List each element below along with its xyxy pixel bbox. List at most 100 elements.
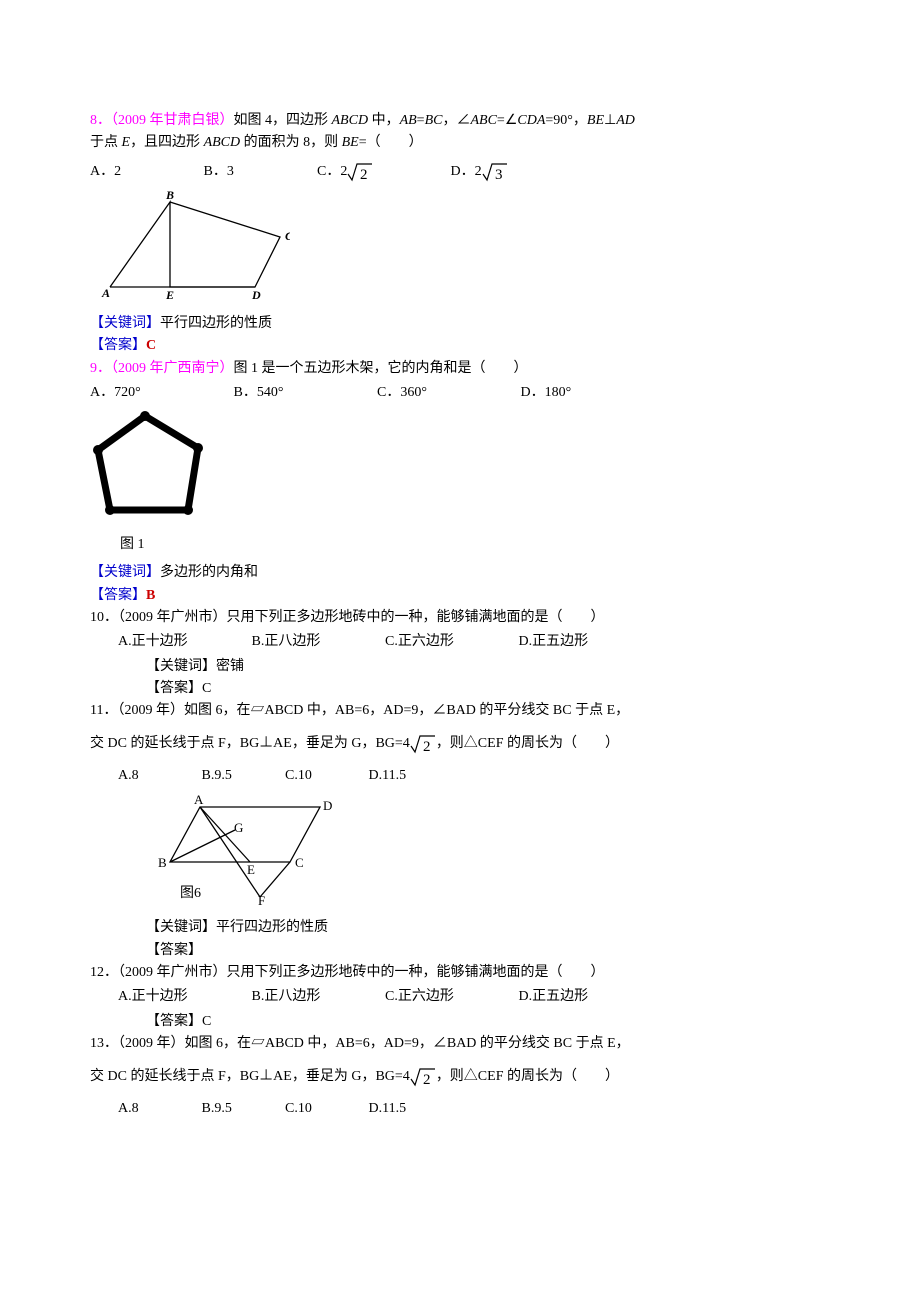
sqrt-icon: 3 [482, 161, 508, 183]
q10-answer: 【答案】C [90, 678, 830, 700]
lbl-C: C [285, 229, 290, 243]
q9-figure [90, 408, 830, 531]
q8-bc: BC [425, 113, 443, 128]
ang1: ∠ [456, 113, 470, 128]
q9-choices: A．720° B．540° C．360° D．180° [90, 382, 830, 404]
q13-line2: 交 DC 的延长线于点 F，BG⊥AE，垂足为 G，BG=42，则△CEF 的周… [90, 1066, 830, 1089]
q11-svg: A D B C E F G 图6 [150, 792, 350, 907]
q12-ans-value: C [202, 1014, 211, 1029]
q11-l2a: 交 DC 的延长线于点 F，BG⊥AE，垂足为 G，BG=4 [90, 736, 410, 751]
q11-answer: 【答案】 [90, 940, 830, 962]
q11-figure: A D B C E F G 图6 [150, 792, 830, 915]
q8-abc: ABC [470, 113, 496, 128]
q10-choice-b: B.正八边形 [252, 631, 382, 653]
q9-source: （2009 年广西南宁） [111, 361, 234, 376]
q8-abcd2: ABCD [204, 135, 241, 150]
q10-choices: A.正十边形 B.正八边形 C.正六边形 D.正五边形 [90, 631, 830, 653]
q13-choice-b: B.9.5 [202, 1098, 282, 1120]
sqrt-icon: 2 [410, 733, 436, 755]
q8-l2d: =（ ） [359, 135, 423, 150]
q8-choice-a: A．2 [90, 161, 200, 183]
lbl-E2: E [247, 862, 255, 877]
q8-answer: 【答案】C [90, 335, 830, 357]
q9-number: 9． [90, 361, 111, 376]
sqrt-icon: 2 [410, 1066, 436, 1088]
q8-kw-label: 【关键词】 [90, 316, 160, 331]
q13-choice-c: C.10 [285, 1098, 365, 1120]
q11-choice-a: A.8 [118, 765, 198, 787]
q10-choice-c: C.正六边形 [385, 631, 515, 653]
ang2: ∠ [505, 113, 518, 128]
q11-keyword: 【关键词】平行四边形的性质 [90, 917, 830, 939]
q9-keyword: 【关键词】多边形的内角和 [90, 562, 830, 584]
q8-ad: AD [616, 113, 635, 128]
q13-l2b: ，则△CEF 的周长为（ ） [436, 1069, 619, 1084]
lbl-B2: B [158, 855, 167, 870]
q11-line1: 11．（2009 年）如图 6，在▱ABCD 中，AB=6，AD=9，∠BAD … [90, 700, 830, 722]
q12-choice-a: A.正十边形 [118, 986, 248, 1008]
q8-cda: CDA [517, 113, 545, 128]
q8-ab: AB [400, 113, 417, 128]
lbl-A2: A [194, 792, 204, 807]
q9-choice-b: B．540° [234, 382, 374, 404]
q8d-rad: 3 [495, 167, 503, 183]
q9-answer: 【答案】B [90, 585, 830, 607]
q8-source: （2009 年甘肃白银） [111, 113, 234, 128]
q10-kw-label: 【关键词】 [146, 659, 216, 674]
q9-kw-text: 多边形的内角和 [160, 565, 258, 580]
lbl-C2: C [295, 855, 304, 870]
q11-rad: 2 [423, 739, 431, 755]
q8-number: 8． [90, 113, 111, 128]
q11-kw-label: 【关键词】 [146, 920, 216, 935]
lbl-E: E [165, 288, 174, 302]
q12-choice-c: C.正六边形 [385, 986, 515, 1008]
q9-ans-value: B [146, 588, 155, 603]
q9-kw-label: 【关键词】 [90, 565, 160, 580]
q8-ans-value: C [146, 338, 156, 353]
q8-choice-c: C．2 2 [317, 161, 447, 184]
q8-keyword: 【关键词】平行四边形的性质 [90, 313, 830, 335]
q11-ans-label: 【答案】 [146, 943, 202, 958]
q9-line1: 9．（2009 年广西南宁）图 1 是一个五边形木架，它的内角和是（ ） [90, 358, 830, 380]
q8-choice-b: B．3 [204, 161, 314, 183]
q8-choice-d: D．23 [451, 161, 508, 184]
q9-text: 图 1 是一个五边形木架，它的内角和是（ ） [234, 361, 528, 376]
q8-kw-text: 平行四边形的性质 [160, 316, 272, 331]
q11-choice-d: D.11.5 [369, 765, 407, 787]
q10-line: 10．（2009 年广州市）只用下列正多边形地砖中的一种，能够铺满地面的是（ ） [90, 607, 830, 629]
q8-l2b: ，且四边形 [130, 135, 204, 150]
sqrt-icon: 2 [347, 161, 373, 183]
q12-choices: A.正十边形 B.正八边形 C.正六边形 D.正五边形 [90, 986, 830, 1008]
q9-ans-label: 【答案】 [90, 588, 146, 603]
eq2: = [497, 113, 505, 128]
q12-line: 12．（2009 年广州市）只用下列正多边形地砖中的一种，能够铺满地面的是（ ） [90, 962, 830, 984]
q10-ans-value: C [202, 681, 211, 696]
q8-svg: A B C D E [90, 187, 290, 302]
perp: ⊥ [604, 113, 616, 128]
q13-line1: 13．（2009 年）如图 6，在▱ABCD 中，AB=6，AD=9，∠BAD … [90, 1033, 830, 1055]
pentagon-svg [90, 408, 220, 523]
q11-line2: 交 DC 的延长线于点 F，BG⊥AE，垂足为 G，BG=42，则△CEF 的周… [90, 733, 830, 756]
q8-be: BE [587, 113, 604, 128]
q13-choice-a: A.8 [118, 1098, 198, 1120]
lbl-B: B [165, 188, 174, 202]
q11-choices: A.8 B.9.5 C.10 D.11.5 [90, 765, 830, 787]
q13-choices: A.8 B.9.5 C.10 D.11.5 [90, 1098, 830, 1120]
lbl-A: A [101, 286, 110, 300]
q10-keyword: 【关键词】密铺 [90, 656, 830, 678]
q12-choice-d: D.正五边形 [519, 986, 589, 1008]
q12-ans-label: 【答案】 [146, 1014, 202, 1029]
q10-choice-d: D.正五边形 [519, 631, 589, 653]
q8-text-a: 如图 4，四边形 [234, 113, 332, 128]
q8-e: E [122, 135, 131, 150]
q10-ans-label: 【答案】 [146, 681, 202, 696]
q8c-rad: 2 [360, 167, 368, 183]
q9-fig-caption: 图 1 [120, 534, 830, 556]
q8c-pre: C．2 [317, 161, 347, 183]
c1: ， [442, 113, 456, 128]
q13-choice-d: D.11.5 [369, 1098, 407, 1120]
q12-answer: 【答案】C [90, 1011, 830, 1033]
q8-ans-label: 【答案】 [90, 338, 146, 353]
q9-choice-c: C．360° [377, 382, 517, 404]
q10-choice-a: A.正十边形 [118, 631, 248, 653]
